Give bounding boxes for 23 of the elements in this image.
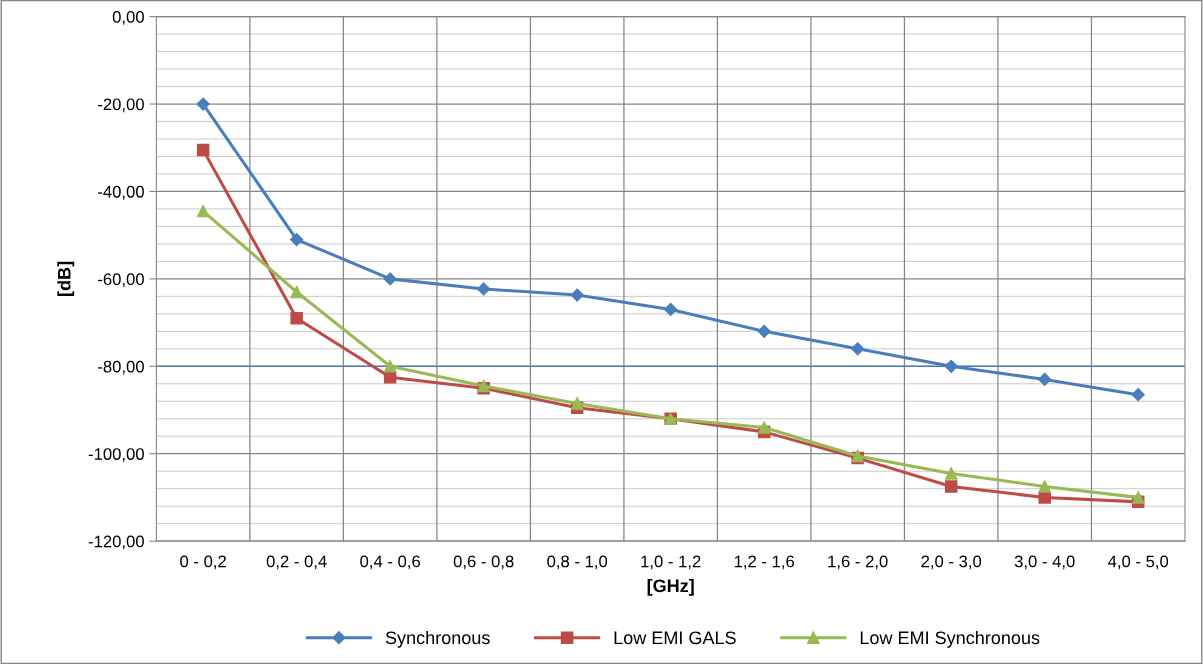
y-tick-label: -20,00 [98, 98, 144, 113]
x-tick-label: 4,0 - 5,0 [1108, 555, 1169, 570]
x-tick-label: 0,2 - 0,4 [266, 555, 327, 570]
y-axis-title: [dB] [57, 261, 75, 296]
legend-label: Synchronous [385, 630, 490, 648]
legend-label: Low EMI GALS [614, 631, 736, 645]
x-tick-label: 1,6 - 2,0 [828, 555, 888, 570]
x-axis-title: [GHz] [647, 578, 694, 596]
x-tick-label: 1,0 - 1,2 [641, 555, 701, 570]
y-tick-label: 0,00 [112, 11, 144, 25]
y-tick-label: -40,00 [98, 185, 144, 200]
x-tick-label: 0,6 - 0,8 [453, 555, 514, 570]
y-tick-label: -80,00 [98, 360, 144, 375]
x-tick-label: 1,2 - 1,6 [734, 555, 795, 570]
y-tick-label: -60,00 [98, 273, 144, 288]
legend-label: Low EMI Synchronous [860, 630, 1040, 648]
x-tick-label: 0,4 - 0,6 [360, 555, 420, 570]
x-tick-label: 3,0 - 4,0 [1014, 555, 1075, 570]
x-tick-label: 0 - 0,2 [180, 555, 226, 570]
x-tick-label: 0,8 - 1,0 [547, 555, 608, 570]
x-tick-label: 2,0 - 3,0 [921, 555, 982, 570]
y-tick-label: -120,00 [88, 535, 144, 550]
y-tick-label: -100,00 [88, 448, 144, 462]
